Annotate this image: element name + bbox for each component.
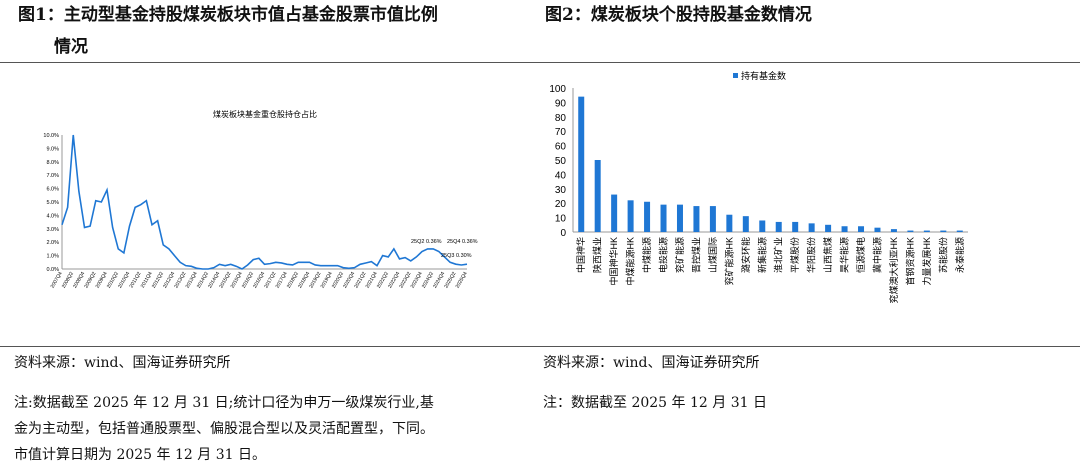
y-tick-label: 5.0% bbox=[46, 200, 59, 206]
bar bbox=[693, 206, 700, 232]
y-tick-label: 100 bbox=[549, 84, 566, 95]
x-tick-label: 华阳股份 bbox=[806, 237, 817, 273]
x-tick-label: 苏能股份 bbox=[937, 237, 948, 273]
annotation-25q4: 25Q4 0.36% bbox=[447, 239, 478, 245]
bar bbox=[676, 204, 683, 232]
right-figure-title: 图2：煤炭板块个股持股基金数情况 bbox=[545, 5, 812, 25]
x-tick-label: 恒源煤电 bbox=[855, 237, 866, 273]
line-chart-title: 煤炭板块基金重仓股持仓占比 bbox=[213, 109, 317, 119]
bar bbox=[759, 220, 766, 232]
y-tick-label: 0.0% bbox=[46, 267, 59, 273]
x-tick-label: 中煤能源HK bbox=[625, 237, 636, 286]
bar bbox=[940, 230, 947, 232]
legend-label: 持有基金数 bbox=[741, 70, 786, 81]
x-tick-label: 中国神华HK bbox=[608, 237, 619, 286]
bar bbox=[627, 200, 634, 232]
left-note-3: 市值计算日期为 2025 年 12 月 31 日。 bbox=[14, 447, 266, 463]
x-tick-label: 淮北矿业 bbox=[773, 237, 784, 273]
charts-canvas: 煤炭板块基金重仓股持仓占比 0.0% 1.0% 2.0% 3.0% 4.0% 5.0% 6.0… bbox=[43, 70, 968, 304]
bar bbox=[874, 227, 881, 232]
x-tick-label: 首钢资源HK bbox=[904, 237, 915, 286]
y-tick-label: 0 bbox=[560, 228, 566, 239]
bar bbox=[858, 226, 865, 232]
x-tick-label: 山西焦煤 bbox=[822, 237, 833, 273]
bar-chart: 持有基金数 0 10 20 30 40 50 60 70 80 90 100 中国神华 陕西煤业 中国神华H… bbox=[549, 70, 968, 304]
x-tick-label: 兖矿能源HK bbox=[723, 237, 734, 286]
x-tick-label: 昊华能源 bbox=[839, 237, 850, 273]
y-tick-label: 60 bbox=[555, 142, 567, 153]
top-divider bbox=[0, 62, 1080, 63]
bar bbox=[825, 224, 832, 232]
annotation-25q2: 25Q2 0.36% bbox=[411, 239, 442, 245]
line-chart: 煤炭板块基金重仓股持仓占比 0.0% 1.0% 2.0% 3.0% 4.0% 5.0% 6.0… bbox=[43, 109, 477, 289]
y-tick-label: 6.0% bbox=[46, 187, 59, 193]
y-tick-label: 2.0% bbox=[46, 240, 59, 246]
left-figure-title-cont: 情况 bbox=[54, 37, 88, 57]
left-note-1: 注:数据截至 2025 年 12 月 31 日;统计口径为申万一级煤炭行业,基 bbox=[14, 395, 434, 411]
y-tick-label: 20 bbox=[555, 199, 567, 210]
x-tick-label: 兖煤澳大利亚HK bbox=[888, 237, 899, 304]
y-tick-label: 7.0% bbox=[46, 173, 59, 179]
x-tick-label: 永泰能源 bbox=[954, 237, 965, 273]
y-tick-label: 9.0% bbox=[46, 146, 59, 152]
x-tick-label: 冀中能源 bbox=[871, 237, 882, 273]
y-tick-label: 4.0% bbox=[46, 213, 59, 219]
bar bbox=[644, 201, 651, 232]
x-tick-label: 山煤国际 bbox=[707, 237, 718, 273]
y-tick-label: 40 bbox=[555, 170, 567, 181]
bottom-divider bbox=[0, 346, 1080, 347]
left-source: 资料来源：wind、国海证券研究所 bbox=[14, 355, 231, 371]
bar bbox=[742, 216, 749, 232]
x-tick-label: 晋控煤业 bbox=[690, 237, 701, 273]
right-note: 注：数据截至 2025 年 12 月 31 日 bbox=[543, 395, 767, 411]
y-tick-label: 8.0% bbox=[46, 160, 59, 166]
x-tick-label: 新集能源 bbox=[756, 237, 767, 273]
y-tick-label: 3.0% bbox=[46, 227, 59, 233]
x-tick-label: 潞安环能 bbox=[740, 237, 751, 273]
bar bbox=[726, 214, 733, 232]
y-tick-label: 70 bbox=[555, 127, 567, 138]
bar bbox=[841, 226, 848, 232]
x-tick-label: 力量发展HK bbox=[921, 237, 932, 286]
y-tick-label: 50 bbox=[555, 156, 567, 167]
y-tick-label: 90 bbox=[555, 98, 567, 109]
right-source: 资料来源：wind、国海证券研究所 bbox=[543, 355, 760, 371]
bar bbox=[611, 194, 618, 232]
bar bbox=[709, 206, 716, 232]
bar bbox=[775, 221, 782, 232]
y-tick-label: 10 bbox=[555, 214, 567, 225]
bar bbox=[808, 223, 815, 232]
bar bbox=[792, 221, 799, 232]
bar bbox=[907, 230, 914, 232]
y-tick-label: 80 bbox=[555, 113, 567, 124]
x-tick-label: 兖矿能源 bbox=[674, 237, 685, 273]
left-figure-title: 图1：主动型基金持股煤炭板块市值占基金股票市值比例 bbox=[18, 5, 438, 25]
y-tick-label: 30 bbox=[555, 185, 567, 196]
y-tick-label: 10.0% bbox=[43, 133, 59, 139]
bar bbox=[890, 229, 897, 232]
annotation-25q3: 25Q3 0.30% bbox=[441, 253, 472, 259]
bar bbox=[578, 96, 585, 232]
bar bbox=[594, 160, 601, 232]
x-tick-label: 平煤股份 bbox=[789, 237, 800, 273]
x-tick-label: 中国神华 bbox=[575, 237, 586, 273]
bar bbox=[660, 204, 667, 232]
bar bbox=[956, 230, 963, 232]
left-note-2: 金为主动型，包括普通股票型、偏股混合型以及灵活配置型，下同。 bbox=[14, 421, 434, 437]
x-tick-label: 中煤能源 bbox=[641, 237, 652, 273]
legend-swatch bbox=[733, 73, 738, 78]
x-tick-label: 电投能源 bbox=[658, 237, 669, 273]
y-tick-label: 1.0% bbox=[46, 254, 59, 260]
bar bbox=[923, 230, 930, 232]
line-series bbox=[61, 134, 468, 270]
x-tick-label: 陕西煤业 bbox=[592, 237, 603, 273]
